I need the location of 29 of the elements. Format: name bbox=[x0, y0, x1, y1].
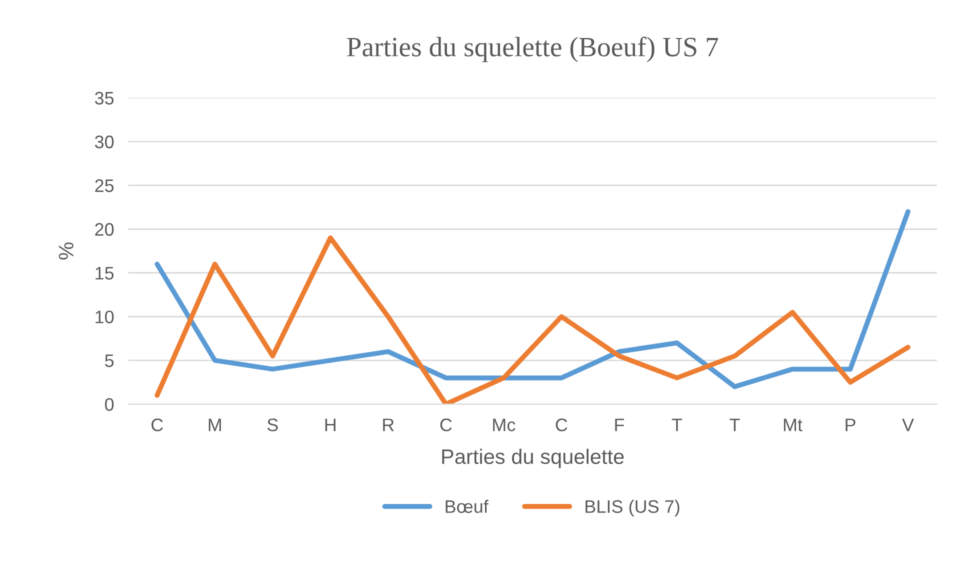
x-tick-label: Mc bbox=[493, 418, 516, 432]
y-tick-label: 10 bbox=[96, 310, 114, 324]
y-axis-title: % bbox=[58, 242, 74, 260]
x-tick-label: V bbox=[902, 418, 914, 432]
x-axis-title: Parties du squelette bbox=[442, 448, 624, 468]
legend-label: BLIS (US 7) bbox=[586, 500, 680, 517]
x-tick-label: P bbox=[846, 418, 856, 432]
x-tick-label: T bbox=[672, 418, 682, 432]
x-tick-label: C bbox=[440, 418, 452, 432]
y-tick-label: 0 bbox=[105, 398, 114, 411]
y-tick-label: 30 bbox=[94, 136, 114, 148]
x-tick-label: M bbox=[208, 418, 221, 432]
y-tick-label: 25 bbox=[95, 179, 114, 192]
x-tick-label: H bbox=[325, 418, 336, 432]
y-tick-label: 20 bbox=[95, 223, 114, 236]
x-tick-label: C bbox=[152, 418, 163, 432]
x-tick-label: C bbox=[556, 418, 568, 432]
y-tick-label: 5 bbox=[105, 354, 114, 368]
x-tick-label: Mt bbox=[784, 418, 802, 432]
y-tick-label: 15 bbox=[96, 266, 114, 280]
line-series bbox=[154, 235, 910, 404]
legend-label: Bœuf bbox=[446, 500, 488, 513]
y-tick-label: 35 bbox=[94, 92, 114, 105]
x-tick-label: F bbox=[615, 418, 624, 432]
chart-title: Parties du squelette (Boeuf) US 7 bbox=[347, 36, 718, 62]
line-series bbox=[154, 209, 910, 390]
x-tick-label: S bbox=[267, 418, 278, 432]
x-tick-label: R bbox=[383, 418, 394, 432]
x-tick-label: T bbox=[730, 418, 740, 432]
